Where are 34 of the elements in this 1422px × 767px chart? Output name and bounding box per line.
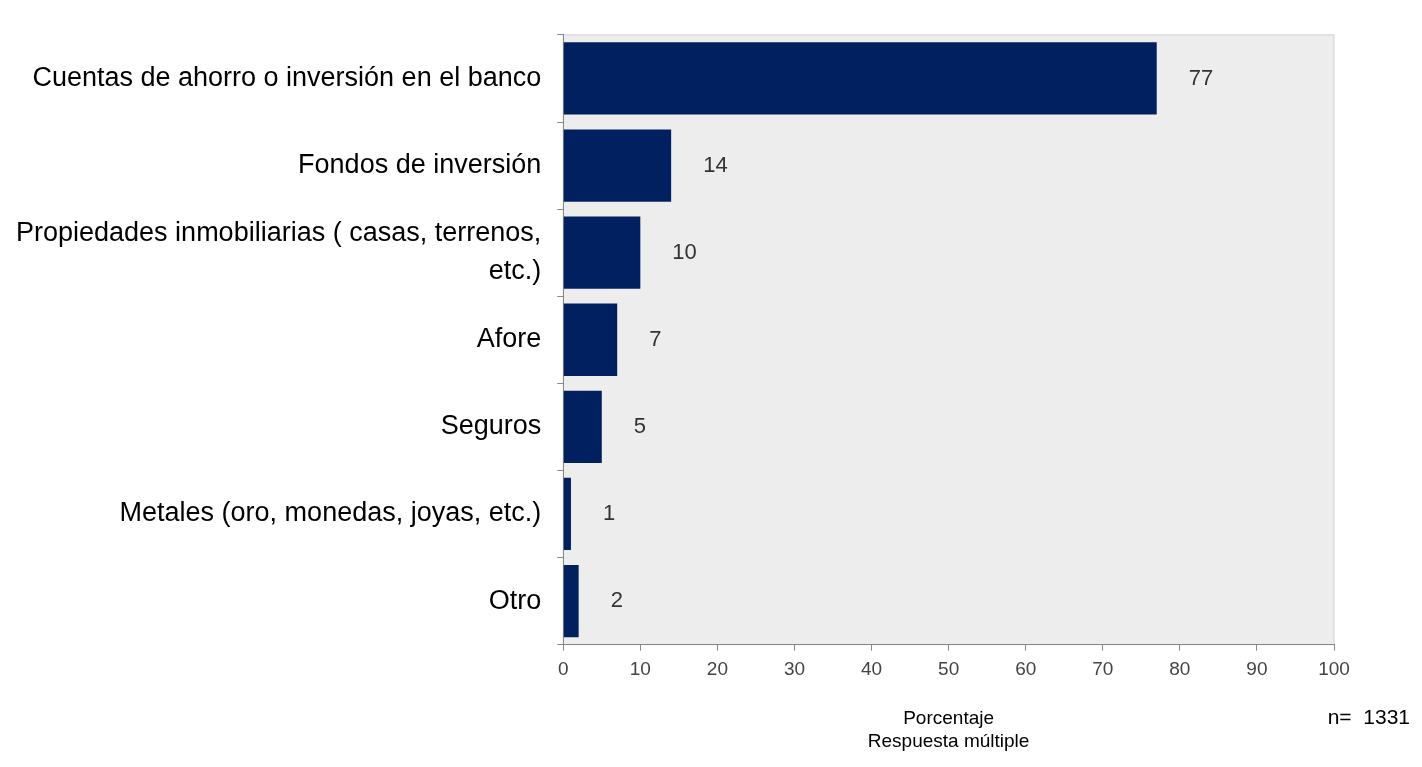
bar — [563, 129, 672, 202]
data-label: 77 — [1188, 64, 1214, 90]
data-label: 5 — [633, 412, 647, 438]
data-label: 14 — [703, 151, 728, 177]
x-tick-label: 100 — [1318, 658, 1350, 680]
x-tick-label: 0 — [557, 658, 569, 680]
y-tick-label: Afore — [476, 323, 542, 354]
x-tick-label: 20 — [706, 658, 728, 680]
x-axis-title: Porcentaje Respuesta múltiple — [867, 707, 1030, 751]
data-label: 2 — [610, 587, 623, 613]
bar — [563, 564, 579, 638]
y-tick-label: Otro — [488, 584, 542, 615]
bar — [563, 303, 618, 376]
x-tick-label: 50 — [938, 658, 960, 680]
bar — [563, 42, 1157, 115]
y-tick-label: Metales (oro, monedas, joyas, etc.) — [119, 497, 542, 528]
bar — [563, 477, 571, 551]
x-tick-label: 90 — [1246, 658, 1268, 680]
bar — [563, 216, 641, 289]
data-label: 7 — [649, 325, 662, 351]
x-tick-label: 70 — [1092, 658, 1114, 680]
data-label: 10 — [672, 238, 697, 264]
bar — [563, 390, 602, 463]
x-tick-label: 40 — [860, 658, 883, 680]
x-tick-label: 30 — [783, 658, 806, 680]
x-tick-label: 80 — [1169, 658, 1191, 680]
data-label: 1 — [602, 500, 616, 526]
text: n= 1331 — [1327, 704, 1410, 728]
y-tick-label: Seguros — [440, 410, 542, 441]
y-tick-label: Fondos de inversión — [298, 149, 542, 179]
y-tick-label: Propiedades inmobiliarias ( casas, terrenos, etc.) — [16, 217, 542, 285]
x-tick-label: 60 — [1015, 658, 1037, 680]
x-tick-label: 10 — [629, 658, 651, 680]
y-tick-label: Cuentas de ahorro o inversión en el banco — [32, 61, 542, 92]
